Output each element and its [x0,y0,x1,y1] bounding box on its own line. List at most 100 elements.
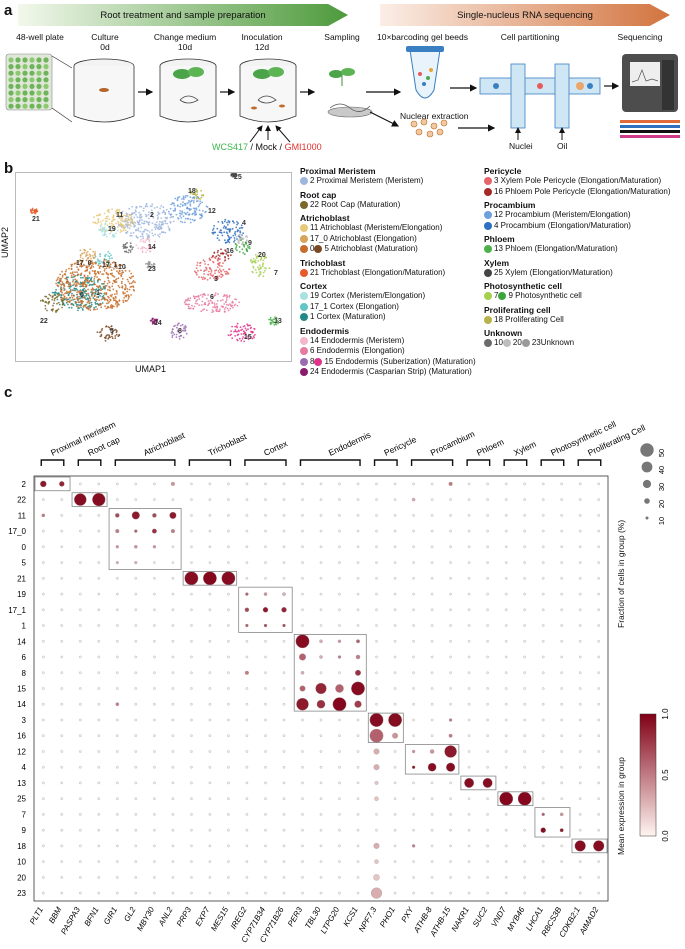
dot [375,545,378,549]
gene-tick-label: BBM [47,905,64,925]
group-bracket [410,459,454,466]
dot [578,608,582,612]
legend-swatch [300,302,308,311]
dot [190,624,193,627]
dot [355,669,361,676]
dot [79,781,82,785]
dot [282,844,286,848]
dot [523,482,526,486]
highlight-box [238,586,293,633]
dot [523,561,526,564]
dot [227,545,230,549]
dot [245,734,249,737]
dot [560,655,563,659]
dot [430,655,434,659]
dot [393,891,397,895]
dot [597,671,600,675]
dot [42,702,45,706]
dot [523,655,526,659]
dot [190,655,193,659]
dot [467,671,471,675]
dot [427,762,437,772]
dot [208,734,212,737]
dot [171,608,175,612]
dot [264,860,267,863]
umap-cluster-label: 13 [274,318,282,325]
legend-swatch [484,177,492,186]
dot [208,718,212,722]
dot [263,623,268,628]
dot [356,828,360,832]
gene-tick-label: GIR1 [102,906,119,927]
dot [430,624,434,627]
dot [264,671,267,675]
legend-row: 11 Atrichoblast (Meristem/Elongation) [300,223,476,234]
dot [134,561,138,565]
size-legend-tick: 40 [657,466,666,474]
dot [264,687,267,690]
dot [375,687,378,690]
dot [282,592,286,596]
oil-label: Oil [557,141,568,151]
gene-tick-label: SUC2 [471,905,490,928]
dot [574,840,586,852]
dot [301,750,304,753]
dot [97,750,101,753]
dot [116,482,119,486]
dot [430,844,434,848]
dot [370,887,383,899]
banner-snrnaseq: Single-nucleus RNA sequencing [380,4,670,26]
dot [578,765,582,769]
dot [245,828,249,832]
size-legend-dot [644,498,650,504]
dot [541,844,545,848]
dot [282,813,286,816]
dot [208,640,212,643]
dot [264,813,267,816]
dot [412,529,415,533]
dot [79,876,82,879]
dot [79,640,82,643]
gene-tick-label: EXP7 [194,905,212,928]
dot [208,561,212,564]
dot [356,639,360,644]
dot [227,797,230,800]
dot [227,876,230,879]
legend-swatch [300,224,308,233]
dot [60,514,64,517]
gel-beads-tube-icon [406,46,444,99]
dot [356,608,360,612]
dot [467,797,471,800]
dot [227,750,230,753]
legend-swatch [502,339,511,348]
dot [523,577,526,580]
dot [301,514,304,517]
dot [97,734,101,737]
dot [412,671,415,675]
dot [560,545,563,549]
gene-tick-label: ANL2 [156,905,175,928]
dot [153,702,156,706]
dot [373,764,380,771]
dot [486,545,489,549]
cluster-legend-left: Proximal Meristem 2 Proximal Meristem (Me… [300,163,476,378]
stage-48-well: 48-well plate [16,32,64,42]
dot [467,561,471,564]
legend-text: 15 Endodermis (Suberization) (Maturation… [324,356,476,366]
dot [97,514,101,517]
legend-row: 22 Root Cap (Maturation) [300,200,476,211]
dot [153,561,156,564]
dot [597,718,600,722]
dot [134,592,138,596]
dot [227,498,230,501]
cluster-tick-label: 1 [22,622,27,631]
dot [42,813,45,816]
dot [597,655,600,659]
dot [523,514,526,517]
dot [42,671,45,675]
dot [523,718,526,722]
dot [79,891,82,895]
dot [430,876,434,879]
dot [134,482,138,486]
dot [208,514,212,517]
